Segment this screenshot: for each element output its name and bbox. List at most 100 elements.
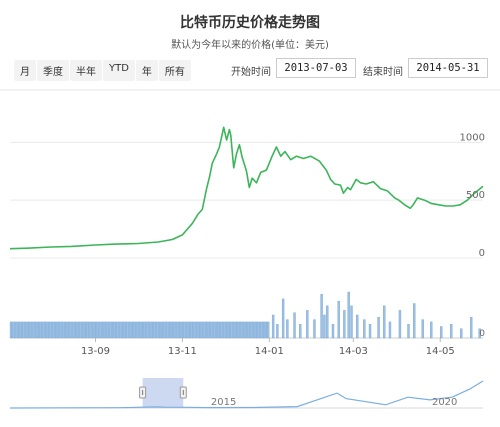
- volume-bar: [36, 321, 39, 339]
- volume-bar: [407, 324, 410, 339]
- volume-bar: [11, 321, 13, 339]
- volume-bar: [263, 321, 266, 339]
- volume-bar: [326, 305, 329, 339]
- volume-bar: [189, 321, 192, 339]
- range-button-all[interactable]: 所有: [158, 60, 191, 81]
- volume-bar: [99, 321, 102, 339]
- volume-bar: [421, 319, 424, 339]
- volume-bar: [160, 321, 163, 339]
- volume-bar: [256, 321, 259, 339]
- volume-bar: [205, 321, 207, 339]
- volume-bar: [193, 321, 196, 339]
- price-y-tick-label: 500: [466, 190, 485, 201]
- volume-bar: [281, 298, 285, 339]
- navigator-line: [9, 380, 484, 409]
- volume-bar: [150, 321, 153, 339]
- volume-bar: [118, 321, 120, 339]
- volume-bar: [237, 321, 240, 339]
- volume-bar: [119, 321, 122, 339]
- volume-bar: [337, 301, 340, 339]
- volume-bar: [12, 321, 15, 339]
- volume-bar: [343, 310, 346, 339]
- navigator[interactable]: 2015 2020: [9, 378, 484, 409]
- volume-bar: [217, 321, 220, 339]
- volume-bar: [103, 321, 106, 339]
- volume-bar: [48, 321, 51, 339]
- volume-bar: [430, 321, 433, 339]
- volume-bar: [250, 321, 253, 339]
- volume-bar: [45, 321, 48, 339]
- volume-bar: [135, 321, 137, 339]
- volume-bar: [165, 321, 167, 339]
- volume-bar: [246, 321, 249, 339]
- volume-bar: [216, 321, 219, 339]
- volume-bar: [85, 321, 88, 339]
- volume-bar: [93, 321, 96, 339]
- volume-bar: [240, 321, 243, 339]
- range-button-half-year[interactable]: 半年: [70, 60, 102, 81]
- volume-bar: [61, 321, 63, 339]
- start-date-input[interactable]: 2013-07-03: [276, 58, 356, 78]
- volume-bar: [202, 321, 204, 339]
- volume-bar: [230, 321, 233, 339]
- volume-bar: [63, 321, 66, 339]
- volume-bar: [41, 321, 43, 339]
- end-date-input[interactable]: 2014-05-31: [408, 58, 488, 78]
- volume-bar: [450, 324, 453, 339]
- volume-bar: [39, 321, 42, 339]
- volume-bar: [19, 321, 22, 339]
- volume-bar: [26, 321, 29, 339]
- volume-bar: [34, 321, 36, 339]
- range-button-year[interactable]: 年: [135, 60, 158, 81]
- volume-bar: [130, 321, 133, 339]
- price-line: [9, 126, 484, 250]
- volume-bar: [95, 321, 98, 339]
- volume-bar: [9, 321, 12, 339]
- volume-bar: [200, 321, 203, 339]
- volume-bar: [209, 321, 212, 339]
- volume-bar: [253, 321, 256, 339]
- volume-bar: [66, 321, 69, 339]
- volume-bar: [186, 321, 189, 339]
- range-button-ytd[interactable]: YTD: [103, 60, 135, 81]
- volume-bar: [139, 321, 142, 339]
- volume-bar: [54, 321, 56, 339]
- volume-bar: [207, 321, 210, 339]
- volume-bar: [81, 321, 83, 339]
- volume-bar: [169, 321, 172, 339]
- volume-bar: [260, 321, 263, 339]
- volume-bar: [35, 321, 38, 339]
- volume-bar: [108, 321, 110, 339]
- range-button-month[interactable]: 月: [14, 60, 36, 81]
- volume-bar: [140, 321, 143, 339]
- volume-bar: [206, 321, 209, 339]
- navigator-selection[interactable]: [142, 378, 184, 408]
- range-button-quarter[interactable]: 季度: [37, 60, 69, 81]
- axes: 0 500 1000 0 13-09 13-11 14-01 14-03 14-05: [81, 132, 485, 357]
- volume-bar: [69, 321, 72, 339]
- volume-bar: [152, 321, 155, 339]
- volume-bar: [91, 321, 93, 339]
- volume-bar: [16, 321, 19, 339]
- volume-bar: [271, 314, 275, 339]
- volume-bar: [156, 321, 159, 339]
- volume-bar: [398, 310, 402, 339]
- volume-bar: [153, 321, 156, 339]
- volume-bar: [363, 319, 366, 339]
- volume-bar: [190, 321, 193, 339]
- volume-bar: [219, 321, 221, 339]
- volume-bar: [76, 321, 79, 339]
- volume-bar: [111, 321, 113, 339]
- volume-bar: [125, 321, 127, 339]
- volume-bar: [247, 321, 250, 339]
- volume-bar: [143, 321, 146, 339]
- volume-bar: [197, 321, 200, 339]
- volume-bar: [58, 321, 60, 339]
- volume-bar: [149, 321, 152, 339]
- volume-bar: [177, 321, 180, 339]
- volume-bar: [83, 321, 86, 339]
- volume-bar: [92, 321, 95, 339]
- volume-bar: [440, 326, 443, 339]
- volume-bar: [32, 321, 35, 339]
